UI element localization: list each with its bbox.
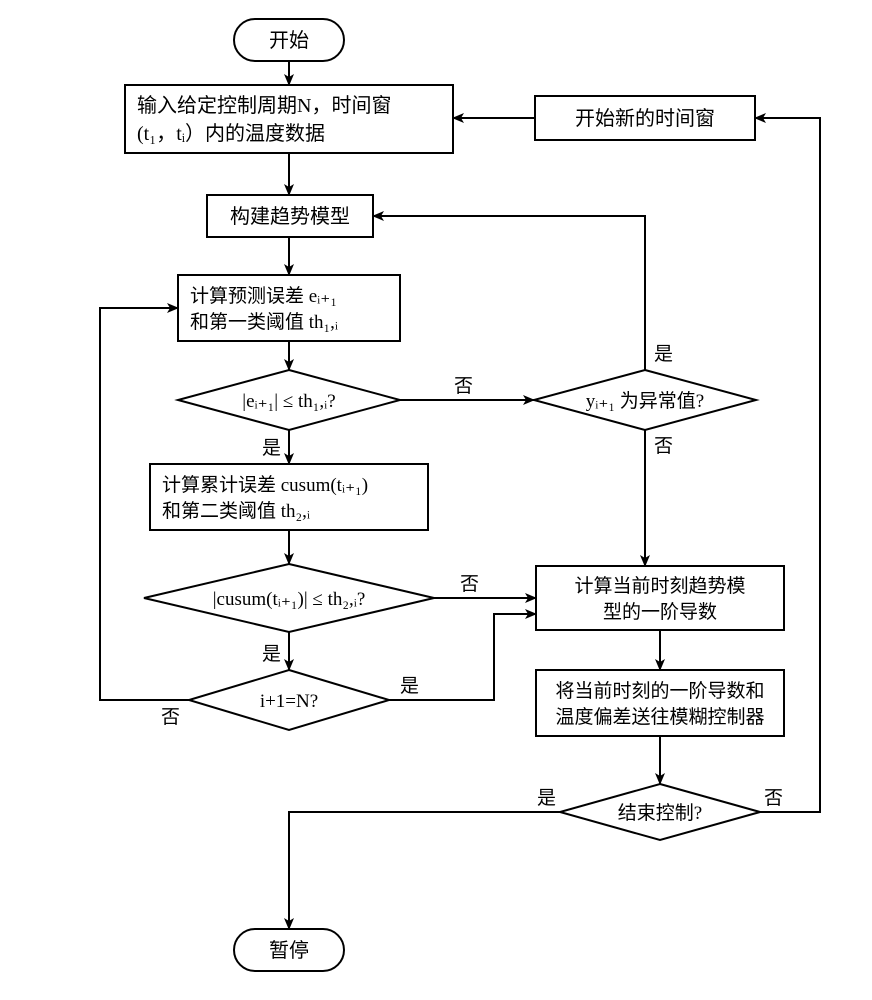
svg-text:暂停: 暂停: [269, 939, 309, 962]
label-no-3: 否: [460, 574, 479, 595]
node-input: 输入给定控制周期N，时间窗 (t₁，tᵢ）内的温度数据: [125, 85, 453, 153]
node-calc1: 计算预测误差 eᵢ₊₁ 和第一类阈值 th₁,ᵢ: [178, 275, 400, 341]
decision-iN: i+1=N?: [189, 670, 389, 730]
node-deriv: 计算当前时刻趋势模 型的一阶导数: [536, 566, 784, 630]
label-no-4: 否: [161, 707, 180, 728]
decision-e: |eᵢ₊₁| ≤ th₁,ᵢ?: [178, 370, 400, 430]
node-build: 构建趋势模型: [207, 195, 373, 237]
svg-text:yᵢ₊₁ 为异常值?: yᵢ₊₁ 为异常值?: [586, 390, 704, 412]
svg-text:计算当前时刻趋势模: 计算当前时刻趋势模: [574, 575, 745, 597]
label-yes-2: 是: [654, 344, 673, 365]
svg-text:和第一类阈值 th₁,ᵢ: 和第一类阈值 th₁,ᵢ: [190, 311, 338, 333]
svg-text:开始新的时间窗: 开始新的时间窗: [575, 107, 715, 130]
node-pause: 暂停: [234, 929, 344, 971]
node-send: 将当前时刻的一阶导数和 温度偏差送往模糊控制器: [536, 670, 784, 736]
node-calc2: 计算累计误差 cusum(tᵢ₊₁) 和第二类阈值 th₂,ᵢ: [150, 464, 428, 530]
svg-text:结束控制?: 结束控制?: [618, 802, 702, 824]
decision-end: 结束控制?: [560, 784, 760, 840]
label-yes-3: 是: [262, 644, 281, 665]
svg-text:(t₁，tᵢ）内的温度数据: (t₁，tᵢ）内的温度数据: [137, 122, 325, 145]
decision-y: yᵢ₊₁ 为异常值?: [534, 370, 756, 430]
node-start: 开始: [234, 19, 344, 61]
label-no-2: 否: [654, 436, 673, 457]
label-no-1: 否: [454, 376, 473, 397]
label-yes-4: 是: [400, 676, 419, 697]
svg-text:|cusum(tᵢ₊₁)| ≤ th₂,ᵢ?: |cusum(tᵢ₊₁)| ≤ th₂,ᵢ?: [213, 589, 366, 610]
svg-text:型的一阶导数: 型的一阶导数: [603, 601, 717, 623]
svg-text:开始: 开始: [269, 29, 309, 52]
svg-text:输入给定控制周期N，时间窗: 输入给定控制周期N，时间窗: [137, 94, 391, 117]
svg-text:计算累计误差 cusum(tᵢ₊₁): 计算累计误差 cusum(tᵢ₊₁): [162, 474, 368, 496]
svg-text:温度偏差送往模糊控制器: 温度偏差送往模糊控制器: [555, 706, 764, 728]
label-yes-1: 是: [262, 438, 281, 459]
label-yes-5: 是: [537, 788, 556, 809]
label-no-5: 否: [764, 788, 783, 809]
svg-text:和第二类阈值 th₂,ᵢ: 和第二类阈值 th₂,ᵢ: [162, 500, 310, 522]
svg-text:计算预测误差 eᵢ₊₁: 计算预测误差 eᵢ₊₁: [190, 285, 337, 307]
svg-text:|eᵢ₊₁| ≤ th₁,ᵢ?: |eᵢ₊₁| ≤ th₁,ᵢ?: [242, 391, 335, 412]
node-newwin: 开始新的时间窗: [535, 96, 755, 140]
svg-text:构建趋势模型: 构建趋势模型: [230, 205, 350, 228]
svg-text:i+1=N?: i+1=N?: [260, 691, 318, 712]
decision-cusum: |cusum(tᵢ₊₁)| ≤ th₂,ᵢ?: [144, 564, 434, 632]
svg-text:将当前时刻的一阶导数和: 将当前时刻的一阶导数和: [555, 680, 764, 702]
